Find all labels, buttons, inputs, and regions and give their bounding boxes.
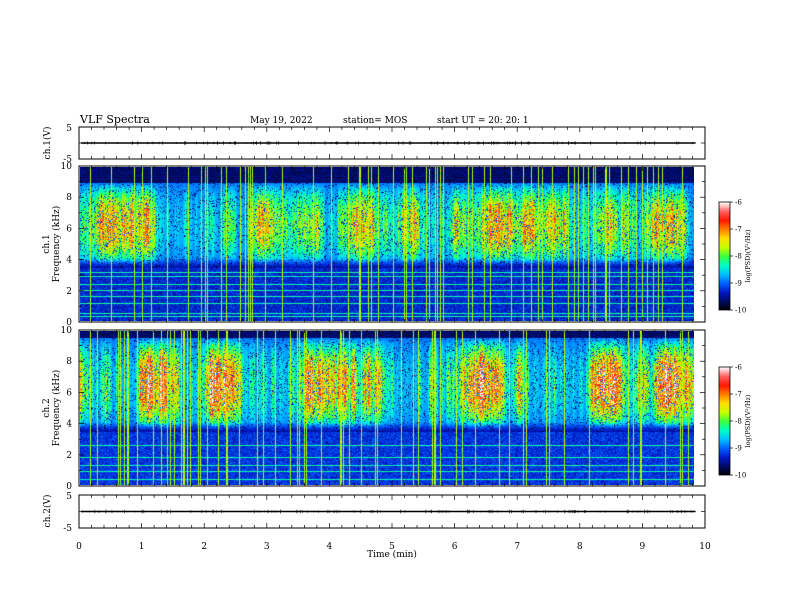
colorbar-tick-label: -6 [735,199,742,207]
ch1-spectrogram-ylabel: ch.1 [42,234,52,253]
colorbar-tick-label: -8 [735,418,742,426]
colorbar-tick-label: -8 [735,253,742,261]
x-tick-label: 4 [327,542,333,552]
ch2-spectrogram-image [80,331,694,485]
ch2-ytick-bottom: -5 [63,524,72,534]
colorbar-tick-label: -7 [735,226,742,234]
ch1-frequency-ylabel: Frequency (kHz) [51,206,62,283]
x-tick-label: 8 [577,542,583,552]
ch1-ytick-label: 0 [66,318,72,328]
figure-title: VLF Spectra [79,113,150,126]
ch1-ytick-label: 6 [66,224,72,234]
ch2-waveform-panel: 5 -5 ch.2(V) [42,492,706,534]
x-axis-tick-labels: 0 1 2 3 4 5 6 7 8 9 10 [76,542,711,552]
ch1-colorbar-ticks: -6 -7 -8 -9 -10 [730,199,746,315]
ch1-colorbar: -6 -7 -8 -9 -10 log(PSD)(V²/Hz) [718,199,752,315]
ch2-frequency-ylabel: Frequency (kHz) [51,370,62,447]
ch1-waveform-ylabel: ch.1(V) [42,127,53,160]
ch2-ytick-top: 5 [66,492,72,502]
ch2-spectrogram-panel: 0 2 4 6 8 10 ch.2 Frequency (kHz) [42,326,706,492]
ch2-colorbar: -6 -7 -8 -9 -10 log(PSD)(V²/Hz) [718,364,752,480]
start-time-label: start UT = 20: 20: 1 [437,116,529,126]
ch2-waveform-ylabel: ch.2(V) [42,495,53,528]
x-tick-label: 9 [640,542,646,552]
ch2-spectrogram-ticks: 0 2 4 6 8 10 [61,326,706,492]
x-tick-label: 7 [514,542,520,552]
colorbar-tick-label: -10 [735,307,746,315]
x-tick-label: 5 [389,542,395,552]
colorbar-tick-label: -9 [735,280,742,288]
ch1-spectrogram-ticks: 0 2 4 6 8 10 [61,162,706,328]
date-label: May 19, 2022 [250,116,313,126]
ch2-waveform-ticks [78,495,706,528]
x-tick-label: 10 [699,542,711,552]
ch2-ytick-label: 6 [66,388,72,398]
ch2-ytick-label: 4 [66,420,72,430]
colorbar-tick-label: -7 [735,391,742,399]
station-label: station= MOS [343,116,407,126]
ch2-colorbar-ticks: -6 -7 -8 -9 -10 [730,364,746,480]
ch2-spectrogram-ylabel: ch.2 [42,398,52,417]
colorbar-tick-label: -10 [735,472,746,480]
ch1-ytick-label: 8 [66,193,72,203]
ch1-waveform-panel: 5 -5 ch.1(V) [42,124,706,165]
ch2-waveform-trace [79,494,705,529]
ch2-colorbar-gradient [719,367,730,475]
ch1-ytick-label: 4 [66,256,72,266]
x-tick-label: 3 [264,542,270,552]
ch2-ytick-label: 0 [66,482,72,492]
ch1-ytick-label: 10 [61,162,73,172]
x-tick-label: 6 [452,542,458,552]
ch1-waveform-ticks [78,127,706,159]
ch1-spectrogram-image [80,167,694,321]
ch1-ytick-top: 5 [66,124,72,134]
x-tick-label: 1 [139,542,145,552]
ch2-ytick-label: 10 [61,326,73,336]
ch1-spectrogram-panel: 0 2 4 6 8 10 ch.1 Frequency (kHz) [42,162,706,328]
ch1-ytick-label: 2 [66,287,72,297]
colorbar-tick-label: -9 [735,445,742,453]
ch1-ytick-bottom: -5 [63,155,72,165]
ch1-colorbar-gradient [719,202,730,310]
ch2-ytick-label: 8 [66,357,72,367]
colorbar-tick-label: -6 [735,364,742,372]
ch1-waveform-trace [79,126,705,160]
x-axis-label: Time (min) [367,549,417,560]
ch2-colorbar-label: log(PSD)(V²/Hz) [744,394,752,447]
ch1-colorbar-label: log(PSD)(V²/Hz) [744,229,752,282]
x-tick-label: 0 [76,542,82,552]
x-tick-label: 2 [201,542,207,552]
ch2-ytick-label: 2 [66,451,72,461]
